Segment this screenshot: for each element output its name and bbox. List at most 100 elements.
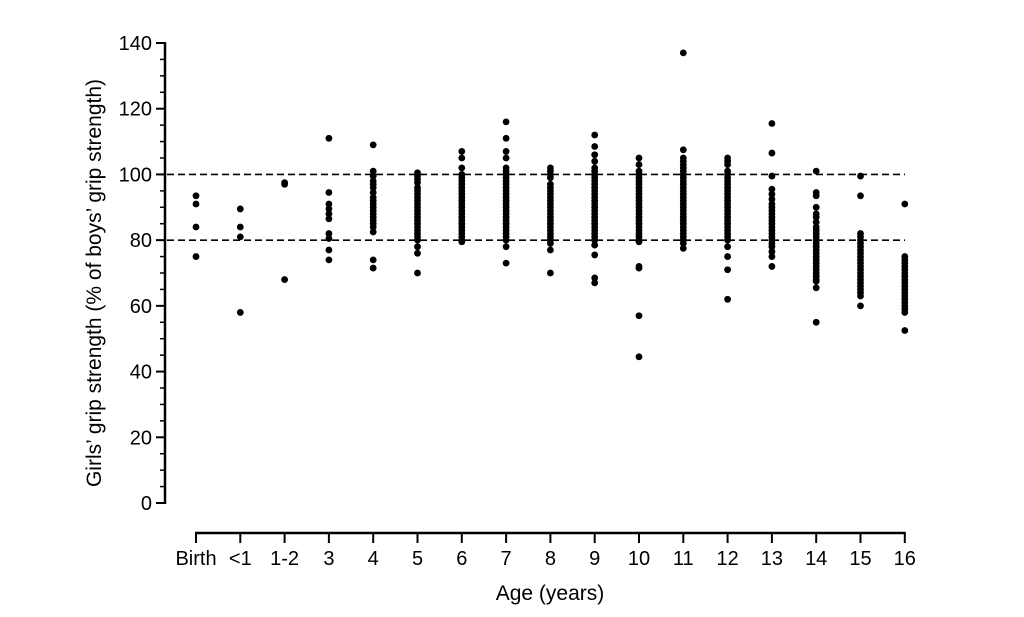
reference-lines xyxy=(167,173,905,241)
data-point xyxy=(236,223,244,231)
data-point xyxy=(192,223,200,231)
data-point xyxy=(635,154,643,162)
data-point xyxy=(502,148,510,155)
y-tick-label: 80 xyxy=(130,230,152,252)
data-point xyxy=(768,195,776,203)
data-point xyxy=(591,251,599,259)
x-axis: Birth <1 1-2 3 4 5 6 7 8 9 10 11 12 13 14 15 16 xyxy=(175,531,916,570)
data-point xyxy=(369,184,377,191)
data-point xyxy=(812,203,820,211)
data-point xyxy=(414,249,421,257)
data-point xyxy=(547,246,554,254)
data-point xyxy=(901,309,909,316)
x-tick-label: 10 xyxy=(628,548,650,570)
data-point xyxy=(724,266,731,274)
x-tick-label: 12 xyxy=(716,548,738,570)
data-point xyxy=(768,263,776,270)
y-tick-label: 140 xyxy=(119,33,152,55)
data-point xyxy=(724,295,731,303)
data-point xyxy=(591,143,599,150)
data-point xyxy=(502,243,510,251)
x-tick-label: 9 xyxy=(589,548,600,570)
data-point xyxy=(901,200,909,208)
data-point xyxy=(236,309,244,316)
data-point xyxy=(857,172,864,180)
data-point xyxy=(768,243,776,251)
x-tick-label: 4 xyxy=(368,548,379,570)
data-point xyxy=(414,269,421,277)
x-tick-label: 5 xyxy=(412,548,423,570)
y-tick-label: 100 xyxy=(119,164,152,186)
x-tick-label: 6 xyxy=(456,548,467,570)
data-point xyxy=(502,118,510,126)
data-point xyxy=(812,218,820,226)
x-tick-label: 1-2 xyxy=(270,548,299,570)
data-point xyxy=(547,269,554,277)
y-tick-label: 40 xyxy=(130,362,152,384)
data-point xyxy=(768,120,776,127)
data-point xyxy=(812,167,820,175)
data-point xyxy=(857,292,864,300)
data-point xyxy=(679,49,687,57)
data-point xyxy=(325,256,333,264)
x-tick-label: 8 xyxy=(545,548,556,570)
x-tick-label: 11 xyxy=(673,548,694,570)
x-tick-label: 14 xyxy=(805,548,827,570)
x-tick-label: 15 xyxy=(849,548,871,570)
data-point xyxy=(369,264,377,272)
data-point xyxy=(768,253,776,260)
data-point xyxy=(768,185,776,193)
data-point xyxy=(236,233,244,241)
data-point xyxy=(369,223,377,231)
data-point xyxy=(414,243,421,251)
data-point xyxy=(325,246,333,254)
data-point xyxy=(591,274,599,282)
data-point xyxy=(635,161,643,168)
data-point xyxy=(369,189,377,196)
data-point xyxy=(458,238,466,246)
data-point xyxy=(369,167,377,175)
data-point xyxy=(458,148,466,155)
data-point xyxy=(281,276,288,283)
data-point xyxy=(458,164,466,172)
data-point xyxy=(369,141,377,149)
data-point xyxy=(635,238,643,246)
y-tick-label: 20 xyxy=(130,427,152,449)
data-point xyxy=(635,312,643,320)
data-point xyxy=(724,236,731,244)
x-axis-label: Age (years) xyxy=(496,582,605,605)
data-point xyxy=(812,318,820,326)
data-point xyxy=(325,235,333,242)
data-point xyxy=(724,253,731,260)
data-point xyxy=(192,200,200,208)
data-point xyxy=(547,174,554,182)
data-point xyxy=(236,205,244,213)
data-point xyxy=(192,192,200,200)
data-point xyxy=(768,248,776,256)
data-point xyxy=(768,149,776,157)
x-tick-label: Birth xyxy=(175,548,216,570)
y-axis-label: Girls’ grip strength (% of boys’ grip st… xyxy=(83,79,106,487)
data-point xyxy=(325,200,333,208)
data-point xyxy=(325,230,333,237)
data-point xyxy=(325,134,333,142)
data-point xyxy=(281,180,288,188)
data-point xyxy=(591,131,599,139)
data-point xyxy=(591,157,599,165)
data-point xyxy=(547,240,554,247)
data-point xyxy=(325,205,333,213)
data-point xyxy=(857,302,864,310)
y-tick-label: 120 xyxy=(119,99,152,121)
data-point xyxy=(414,236,421,244)
data-point xyxy=(591,151,599,159)
data-point xyxy=(192,253,200,260)
data-point xyxy=(812,213,820,221)
data-point xyxy=(458,154,466,162)
data-point xyxy=(591,236,599,244)
data-point xyxy=(812,192,820,200)
data-point xyxy=(724,161,731,168)
data-point xyxy=(591,241,599,249)
data-point xyxy=(635,264,643,272)
data-point xyxy=(502,134,510,142)
